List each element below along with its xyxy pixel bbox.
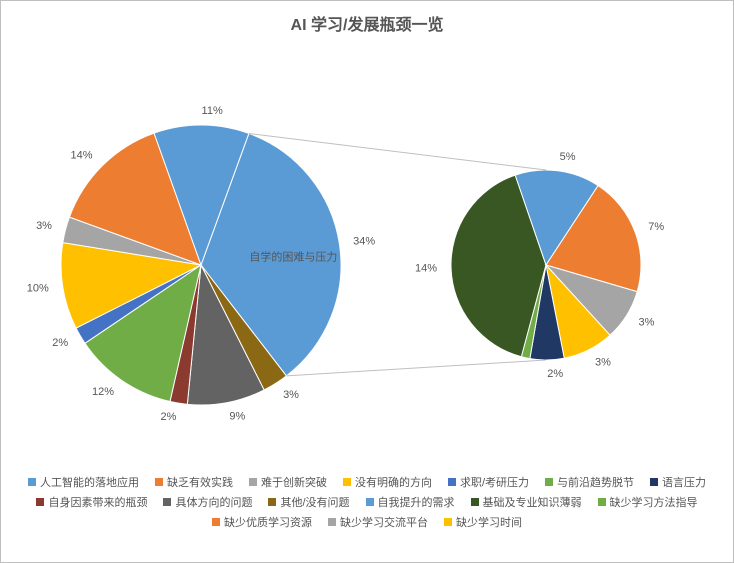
legend-label: 人工智能的落地应用 (40, 474, 139, 490)
legend-label: 缺乏有效实践 (167, 474, 233, 490)
legend-item: 缺少优质学习资源 (212, 514, 312, 530)
legend-swatch (268, 498, 276, 506)
pie-plot: 34% 自学的困难与压力 3% 9% 2% 12% 2% 10% 3% 14% 11% 14% 5% 7%… (1, 35, 734, 435)
slice-pct-app: 11% (202, 105, 223, 117)
legend-item: 与前沿趋势脱节 (545, 474, 634, 490)
legend-swatch (471, 498, 479, 506)
legend-label: 难于创新突破 (261, 474, 327, 490)
legend-label: 语言压力 (662, 474, 706, 490)
legend-item: 缺少学习交流平台 (328, 514, 428, 530)
slice-label-self_study: 自学的困难与压力 (249, 249, 337, 263)
legend-item: 基础及专业知识薄弱 (471, 494, 582, 510)
legend-swatch (448, 478, 456, 486)
legend-item: 其他/没有问题 (268, 494, 349, 510)
legend: 人工智能的落地应用 缺乏有效实践 难于创新突破 没有明确的方向 求职/考研压力 与前沿趋势… (1, 472, 733, 532)
slice-pct-job: 2% (52, 337, 68, 349)
legend-swatch (163, 498, 171, 506)
legend-item: 具体方向的问题 (163, 494, 252, 510)
legend-label: 缺少优质学习资源 (224, 514, 312, 530)
legend-swatch (343, 478, 351, 486)
slice-pct-basic: 14% (415, 263, 437, 275)
slice-pct-lang: 2% (547, 368, 563, 380)
legend-item: 缺少学习时间 (444, 514, 522, 530)
legend-label: 与前沿趋势脱节 (557, 474, 634, 490)
legend-item: 语言压力 (650, 474, 706, 490)
slice-pct-trend: 12% (92, 386, 114, 398)
legend-label: 缺少学习交流平台 (340, 514, 428, 530)
connector-bottom (286, 360, 546, 376)
legend-label: 基础及专业知识薄弱 (483, 494, 582, 510)
legend-label: 自身因素带来的瓶颈 (48, 494, 147, 510)
legend-label: 其他/没有问题 (280, 494, 349, 510)
slice-pct-no_dir: 10% (27, 282, 49, 294)
legend-swatch (155, 478, 163, 486)
legend-item: 自身因素带来的瓶颈 (36, 494, 147, 510)
slice-pct-self_imp: 5% (560, 151, 576, 163)
legend-item: 人工智能的落地应用 (28, 474, 139, 490)
slice-pct-self_factor: 2% (160, 411, 176, 423)
legend-swatch (545, 478, 553, 486)
legend-label: 自我提升的需求 (378, 494, 455, 510)
legend-label: 缺少学习方法指导 (610, 494, 698, 510)
legend-swatch (212, 518, 220, 526)
slice-pct-time: 3% (595, 356, 611, 368)
slice-pct-direction: 9% (229, 410, 245, 422)
legend-item: 缺少学习方法指导 (598, 494, 698, 510)
legend-item: 求职/考研压力 (448, 474, 529, 490)
legend-item: 自我提升的需求 (366, 494, 455, 510)
slice-pct-self_study: 34% (353, 235, 375, 247)
slice-pct-resource: 7% (648, 221, 664, 233)
legend-swatch (249, 478, 257, 486)
legend-item: 没有明确的方向 (343, 474, 432, 490)
legend-swatch (328, 518, 336, 526)
legend-swatch (28, 478, 36, 486)
legend-item: 难于创新突破 (249, 474, 327, 490)
legend-swatch (598, 498, 606, 506)
legend-label: 没有明确的方向 (355, 474, 432, 490)
slice-pct-practice: 14% (70, 150, 92, 162)
legend-swatch (366, 498, 374, 506)
legend-swatch (36, 498, 44, 506)
legend-label: 缺少学习时间 (456, 514, 522, 530)
legend-swatch (650, 478, 658, 486)
chart-frame: AI 学习/发展瓶颈一览 34% 自学的困难与压力 3% 9% 2% 12% 2% 10% 3%… (0, 0, 734, 563)
legend-label: 求职/考研压力 (460, 474, 529, 490)
slice-pct-other: 3% (283, 389, 299, 401)
legend-label: 具体方向的问题 (175, 494, 252, 510)
legend-swatch (444, 518, 452, 526)
legend-item: 缺乏有效实践 (155, 474, 233, 490)
slice-pct-innov: 3% (36, 220, 52, 232)
slice-pct-platform: 3% (638, 317, 654, 329)
chart-title: AI 学习/发展瓶颈一览 (1, 1, 733, 35)
